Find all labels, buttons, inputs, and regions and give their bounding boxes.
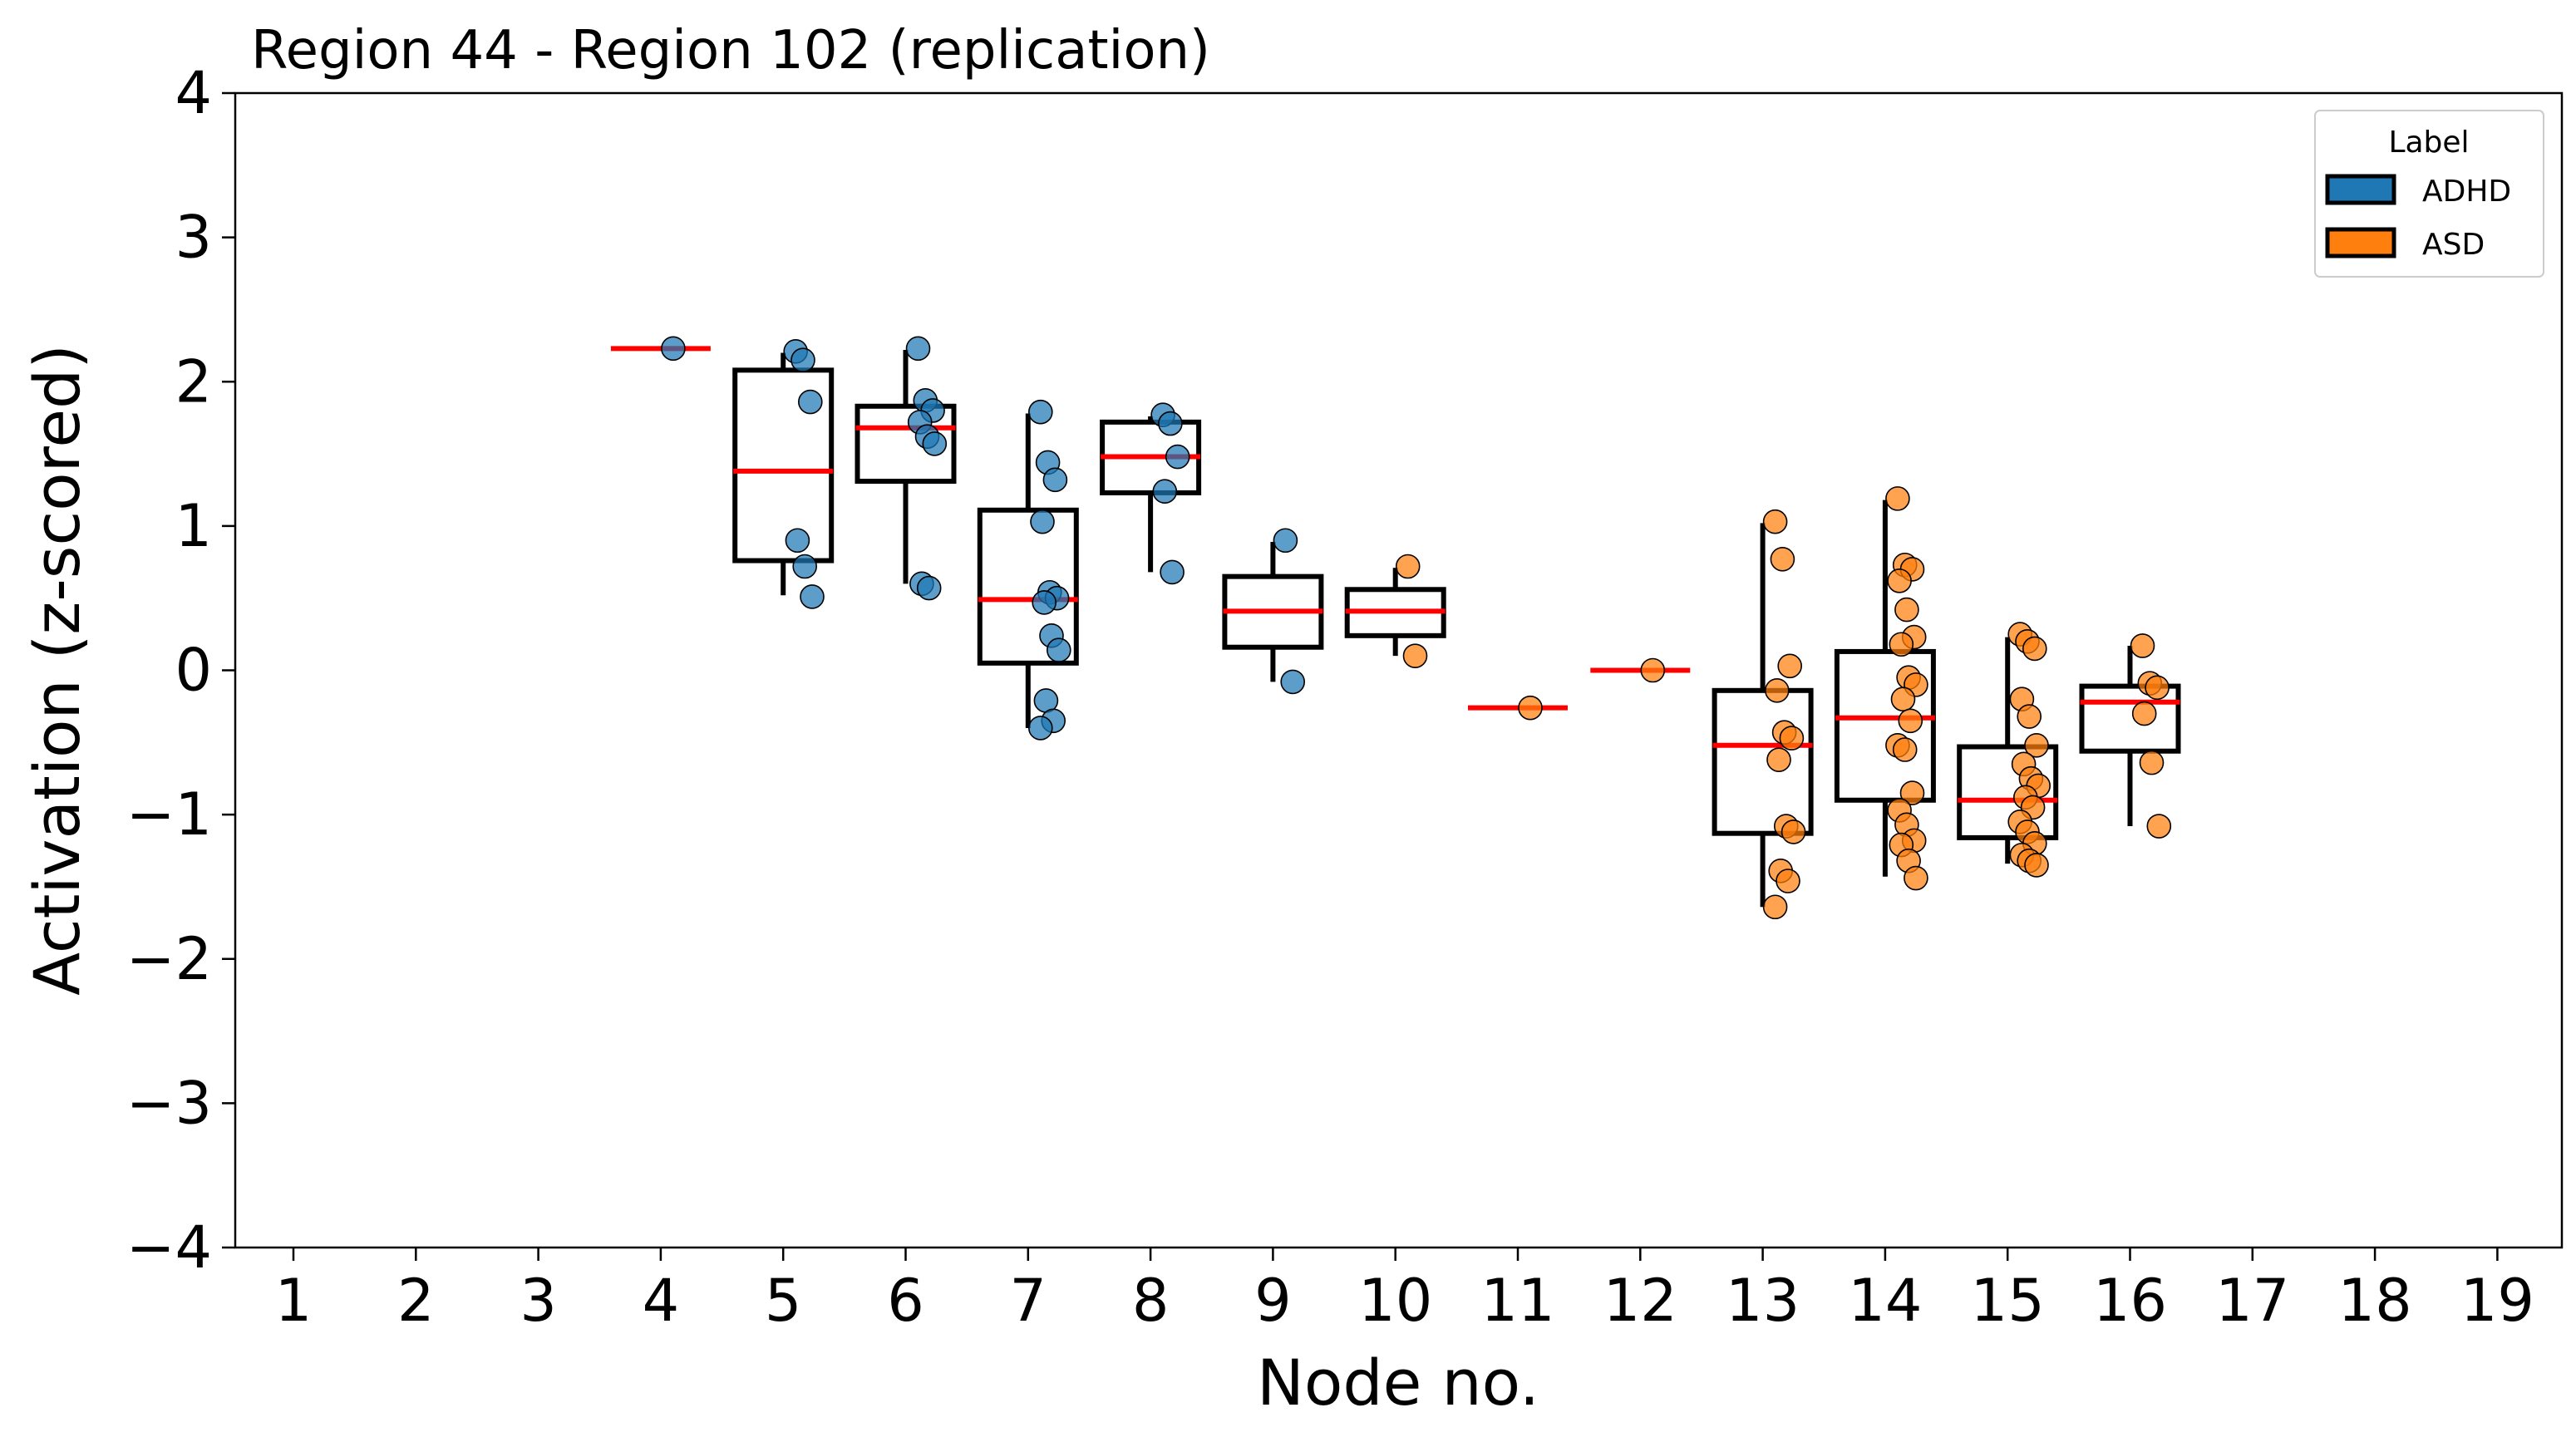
data-point <box>1152 479 1178 504</box>
x-tick-label: 18 <box>2338 1267 2412 1335</box>
data-point <box>1898 708 1923 734</box>
data-point <box>661 336 686 362</box>
x-tick-label: 12 <box>1603 1267 1677 1335</box>
data-point <box>1777 653 1802 679</box>
data-point <box>1395 554 1421 579</box>
data-point <box>800 584 825 609</box>
data-point <box>1402 643 1428 668</box>
x-tick-label: 17 <box>2215 1267 2289 1335</box>
legend-swatch-asd <box>2325 227 2396 258</box>
data-point <box>1042 467 1068 493</box>
data-point <box>2146 814 2172 839</box>
data-point <box>1885 486 1910 511</box>
data-point <box>1765 678 1790 703</box>
x-tick-label: 16 <box>2093 1267 2167 1335</box>
x-tick-label: 3 <box>520 1267 557 1335</box>
data-point <box>2131 701 2157 726</box>
y-tick-label: 3 <box>175 204 212 272</box>
data-point <box>1640 657 1666 683</box>
y-axis: −4 −3 −2 −1 0 1 2 3 4 <box>126 59 235 1282</box>
data-point <box>1158 411 1183 436</box>
data-point <box>1518 695 1543 721</box>
x-tick-label: 10 <box>1358 1267 1432 1335</box>
data-point <box>1762 509 1788 534</box>
x-tick-label: 8 <box>1132 1267 1170 1335</box>
data-point <box>1890 687 1916 712</box>
x-tick-label: 11 <box>1480 1267 1554 1335</box>
x-tick-label: 13 <box>1726 1267 1800 1335</box>
data-point <box>905 336 931 362</box>
data-point <box>1032 590 1057 615</box>
data-point <box>1892 737 1918 762</box>
x-tick-label: 7 <box>1010 1267 1047 1335</box>
y-axis-label: Activation (z-scored) <box>20 344 94 996</box>
data-point <box>1028 716 1053 741</box>
data-point <box>2145 675 2170 701</box>
y-tick-label: −1 <box>126 780 212 849</box>
data-point <box>1887 568 1912 593</box>
data-point <box>1904 865 1928 891</box>
data-point <box>797 389 823 415</box>
data-point <box>1776 869 1800 893</box>
y-tick-label: −2 <box>126 925 212 993</box>
data-point <box>2024 732 2049 758</box>
data-point <box>2130 633 2155 658</box>
data-point <box>1770 547 1795 572</box>
data-point <box>1889 632 1914 657</box>
data-point <box>1762 894 1788 920</box>
x-tick-label: 2 <box>397 1267 435 1335</box>
scatter-series <box>661 336 2172 920</box>
data-point <box>922 431 948 456</box>
data-point <box>1779 726 1805 751</box>
legend: Label ADHD ASD <box>2314 110 2544 278</box>
legend-label-adhd: ADHD <box>2422 175 2511 209</box>
data-point <box>785 528 810 554</box>
x-tick-label: 1 <box>275 1267 313 1335</box>
x-tick-label: 19 <box>2460 1267 2534 1335</box>
data-point <box>791 347 815 373</box>
y-tick-label: 1 <box>175 492 212 560</box>
legend-swatch-adhd <box>2325 174 2396 205</box>
data-point <box>792 554 818 579</box>
data-point <box>1160 559 1185 585</box>
data-point <box>2024 853 2049 878</box>
data-point <box>1165 444 1190 470</box>
x-tick-label: 14 <box>1848 1267 1922 1335</box>
x-axis: 1 2 3 4 5 6 7 8 9 10 11 12 13 14 15 16 17 18 19 <box>275 1248 2534 1335</box>
legend-title: Label <box>2388 125 2469 160</box>
data-point <box>2022 636 2047 662</box>
x-tick-label: 15 <box>1971 1267 2045 1335</box>
data-point <box>1047 637 1071 662</box>
data-point <box>1273 528 1298 554</box>
y-tick-label: 4 <box>175 59 212 127</box>
data-point <box>1766 747 1791 772</box>
data-point <box>916 575 942 601</box>
x-tick-label: 6 <box>887 1267 924 1335</box>
data-point <box>1280 669 1305 695</box>
data-point <box>1030 509 1055 534</box>
x-tick-label: 4 <box>643 1267 680 1335</box>
data-point <box>1899 780 1925 805</box>
y-tick-label: 0 <box>175 637 212 705</box>
box-iqr <box>1712 687 1814 836</box>
data-point <box>1894 597 1919 623</box>
x-tick-label: 9 <box>1254 1267 1292 1335</box>
chart-title: Region 44 - Region 102 (replication) <box>251 20 1210 81</box>
x-axis-label: Node no. <box>1257 1346 1539 1420</box>
legend-label-asd: ASD <box>2422 228 2485 262</box>
y-tick-label: −4 <box>126 1213 212 1282</box>
data-point <box>2017 704 2042 729</box>
y-tick-label: 2 <box>175 347 212 416</box>
box-iqr <box>2079 683 2181 754</box>
data-point <box>2139 750 2165 775</box>
y-tick-label: −3 <box>126 1069 212 1137</box>
x-tick-label: 5 <box>765 1267 802 1335</box>
plot-area-frame <box>234 91 2564 1249</box>
data-point <box>1781 819 1806 844</box>
data-point <box>1028 399 1053 425</box>
